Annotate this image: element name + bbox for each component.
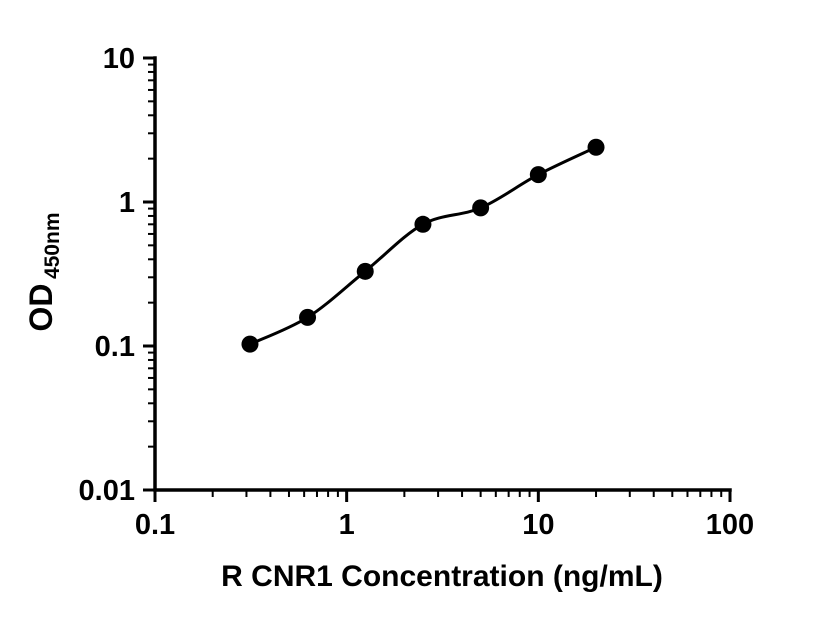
- data-point: [241, 335, 259, 353]
- data-point: [529, 166, 547, 184]
- data-point: [587, 138, 605, 156]
- axis-ticks: [143, 56, 732, 502]
- axes: [153, 56, 732, 492]
- x-tick-label: 0.1: [135, 509, 175, 541]
- data-points: [241, 138, 605, 353]
- x-axis-title: R CNR1 Concentration (ng/mL): [221, 560, 663, 593]
- y-tick-label: 10: [103, 43, 135, 75]
- y-axis-title-sub: 450nm: [41, 213, 64, 280]
- x-tick-label: 10: [522, 509, 554, 541]
- data-point: [414, 215, 432, 233]
- y-axis-title: OD 450nm: [23, 213, 64, 332]
- data-point: [472, 199, 490, 217]
- y-tick-label: 0.1: [95, 331, 135, 363]
- data-point: [356, 262, 374, 280]
- x-tick-label: 100: [706, 509, 754, 541]
- y-tick-label: 1: [119, 187, 135, 219]
- data-point: [299, 308, 317, 326]
- x-tick-label: 1: [339, 509, 355, 541]
- y-axis-title-main: OD: [23, 284, 59, 332]
- axis-spines: [153, 56, 732, 492]
- y-tick-label: 0.01: [79, 475, 135, 507]
